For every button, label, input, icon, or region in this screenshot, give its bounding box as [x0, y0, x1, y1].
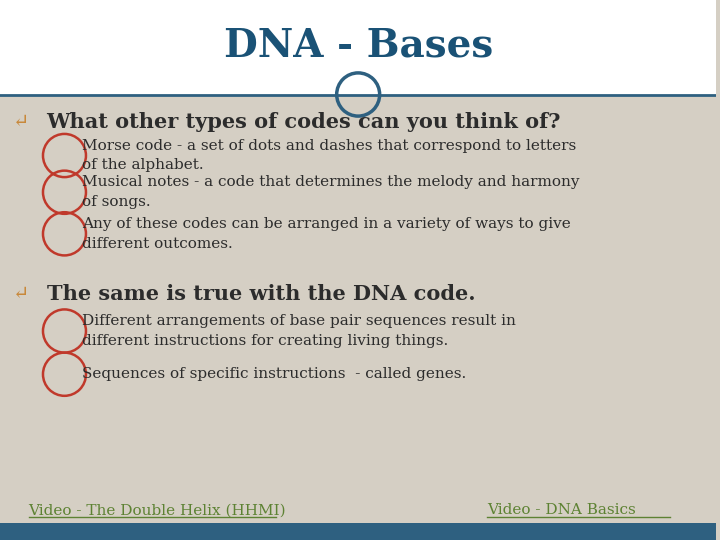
- FancyBboxPatch shape: [0, 94, 716, 523]
- Text: ↵: ↵: [13, 285, 30, 303]
- Text: DNA - Bases: DNA - Bases: [223, 27, 492, 65]
- Text: The same is true with the DNA code.: The same is true with the DNA code.: [47, 284, 475, 305]
- FancyBboxPatch shape: [0, 0, 716, 94]
- Text: Sequences of specific instructions  - called genes.: Sequences of specific instructions - cal…: [82, 367, 467, 381]
- Text: Different arrangements of base pair sequences result in
different instructions f: Different arrangements of base pair sequ…: [82, 314, 516, 348]
- FancyBboxPatch shape: [0, 523, 716, 540]
- Text: Video - The Double Helix (HHMI): Video - The Double Helix (HHMI): [29, 503, 287, 517]
- Text: ↵: ↵: [13, 112, 30, 131]
- Text: Video - DNA Basics: Video - DNA Basics: [487, 503, 636, 517]
- Text: Any of these codes can be arranged in a variety of ways to give
different outcom: Any of these codes can be arranged in a …: [82, 217, 571, 251]
- Text: Musical notes - a code that determines the melody and harmony
of songs.: Musical notes - a code that determines t…: [82, 176, 580, 209]
- Text: What other types of codes can you think of?: What other types of codes can you think …: [47, 111, 561, 132]
- Text: Morse code - a set of dots and dashes that correspond to letters
of the alphabet: Morse code - a set of dots and dashes th…: [82, 139, 577, 172]
